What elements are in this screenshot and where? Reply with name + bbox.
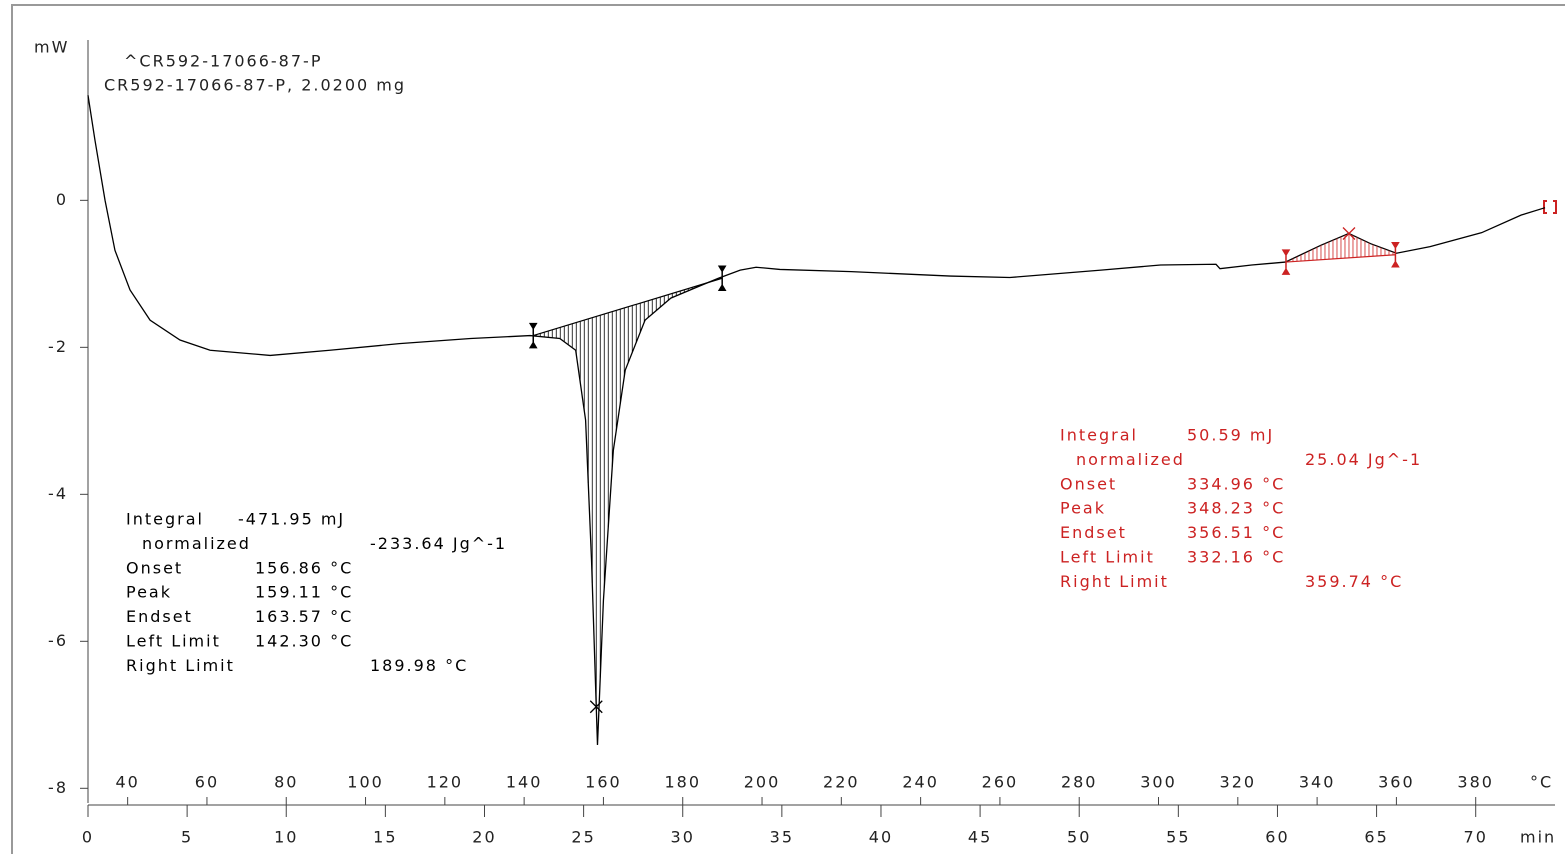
y-tick-label: -2: [48, 337, 68, 356]
x-tick-label: 50: [1067, 828, 1091, 847]
x2-tick-label: 380: [1457, 773, 1494, 792]
limit-marker: [1281, 249, 1291, 275]
x2-tick-label: 300: [1140, 773, 1177, 792]
result-value: 142.30 °C: [255, 632, 353, 651]
x-tick-label: 0: [82, 828, 94, 847]
result-value: 356.51 °C: [1187, 523, 1285, 542]
x-tick-label: 15: [373, 828, 397, 847]
result-label: Onset: [1060, 474, 1117, 493]
result-value: 25.04 Jg^-1: [1305, 450, 1422, 469]
x2-tick-label: 40: [115, 773, 139, 792]
x2-axis-label: °C: [1530, 773, 1553, 792]
x2-tick-label: 100: [347, 773, 384, 792]
x-tick-label: 10: [274, 828, 298, 847]
x2-tick-label: 180: [664, 773, 701, 792]
result-label: Right Limit: [126, 656, 235, 675]
baseline: [1285, 254, 1396, 263]
result-value: 159.11 °C: [255, 583, 353, 602]
result-label: Endset: [126, 607, 193, 626]
x2-tick-label: 80: [274, 773, 298, 792]
frame: [11, 4, 1565, 854]
result-value: 156.86 °C: [255, 558, 353, 577]
x-tick-label: 40: [869, 828, 893, 847]
x2-tick-label: 60: [195, 773, 219, 792]
peak-marker: [589, 700, 603, 714]
x2-tick-label: 320: [1220, 773, 1257, 792]
x2-tick-label: 120: [427, 773, 464, 792]
x-tick-label: 45: [968, 828, 992, 847]
x-tick-label: 70: [1464, 828, 1488, 847]
chart-subtitle: CR592-17066-87-P, 2.0200 mg: [104, 76, 406, 95]
x-tick-label: 35: [770, 828, 794, 847]
x-tick-label: 60: [1265, 828, 1289, 847]
y-tick-label: -6: [48, 631, 68, 650]
end-marker: [1543, 200, 1557, 214]
x2-tick-label: 160: [585, 773, 622, 792]
baseline: [533, 277, 723, 337]
y-tick-label: 0: [56, 190, 68, 209]
x2-tick-label: 220: [823, 773, 860, 792]
x-tick-label: 5: [181, 828, 193, 847]
result-value: 50.59 mJ: [1187, 426, 1274, 445]
result-value: -233.64 Jg^-1: [370, 534, 507, 553]
result-value: 189.98 °C: [370, 656, 468, 675]
limit-marker: [528, 322, 538, 349]
result-value: 332.16 °C: [1187, 548, 1285, 567]
x-axis-label: min: [1520, 828, 1556, 847]
x-tick-label: 20: [472, 828, 496, 847]
result-value: -471.95 mJ: [238, 510, 345, 529]
x-tick-label: 30: [671, 828, 695, 847]
x-tick-label: 25: [571, 828, 595, 847]
x2-tick-label: 240: [902, 773, 939, 792]
result-label: Endset: [1060, 523, 1127, 542]
limit-marker: [717, 265, 727, 291]
result-value: 334.96 °C: [1187, 474, 1285, 493]
result-label: Peak: [1060, 499, 1106, 518]
result-label: Left Limit: [126, 632, 221, 651]
x-tick-label: 65: [1364, 828, 1388, 847]
result-label: Peak: [126, 583, 172, 602]
x2-tick-label: 340: [1299, 773, 1336, 792]
x-tick-label: 55: [1166, 828, 1190, 847]
x2-tick-label: 260: [982, 773, 1019, 792]
result-label: Right Limit: [1060, 572, 1169, 591]
result-value: 359.74 °C: [1305, 572, 1403, 591]
result-label: Left Limit: [1060, 548, 1155, 567]
y-tick-label: -8: [48, 778, 68, 797]
y-tick-label: -4: [48, 484, 68, 503]
result-label: Integral: [126, 510, 204, 529]
x2-tick-label: 280: [1061, 773, 1098, 792]
x2-tick-label: 200: [744, 773, 781, 792]
end-bracket: [1543, 200, 1557, 214]
x2-tick-label: 360: [1378, 773, 1415, 792]
result-label: Onset: [126, 558, 183, 577]
result-value: 163.57 °C: [255, 607, 353, 626]
result-label: normalized: [1076, 450, 1185, 469]
result-label: Integral: [1060, 426, 1138, 445]
peak-marker: [1342, 227, 1356, 240]
x2-tick-label: 140: [506, 773, 543, 792]
y-axis-label: mW: [34, 38, 69, 57]
limit-marker: [1391, 241, 1400, 268]
result-label: normalized: [142, 534, 251, 553]
result-value: 348.23 °C: [1187, 499, 1285, 518]
chart-title: ^CR592-17066-87-P: [124, 52, 322, 71]
curve: [87, 95, 1546, 745]
